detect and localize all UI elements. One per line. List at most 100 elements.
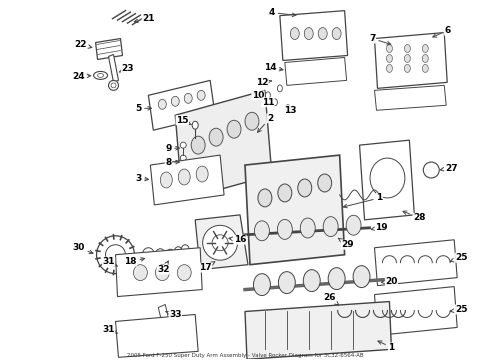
Text: 6: 6 bbox=[433, 26, 450, 37]
Text: 8: 8 bbox=[165, 158, 179, 167]
Polygon shape bbox=[374, 32, 447, 88]
Ellipse shape bbox=[272, 99, 277, 106]
Ellipse shape bbox=[158, 99, 166, 109]
Ellipse shape bbox=[180, 142, 186, 148]
Text: 11: 11 bbox=[262, 98, 274, 107]
Polygon shape bbox=[108, 54, 119, 82]
Ellipse shape bbox=[278, 184, 292, 202]
Polygon shape bbox=[96, 39, 122, 59]
Text: 10: 10 bbox=[252, 91, 264, 100]
Text: 3: 3 bbox=[135, 174, 148, 183]
Ellipse shape bbox=[160, 172, 172, 188]
Ellipse shape bbox=[298, 179, 312, 197]
Ellipse shape bbox=[155, 249, 165, 261]
Ellipse shape bbox=[285, 105, 290, 112]
Polygon shape bbox=[280, 11, 347, 60]
Ellipse shape bbox=[111, 83, 116, 88]
Ellipse shape bbox=[227, 120, 241, 138]
Ellipse shape bbox=[304, 28, 313, 40]
Ellipse shape bbox=[212, 235, 228, 251]
Ellipse shape bbox=[133, 265, 147, 280]
Text: 29: 29 bbox=[339, 238, 354, 249]
Polygon shape bbox=[116, 248, 202, 297]
Ellipse shape bbox=[323, 217, 338, 237]
Polygon shape bbox=[285, 58, 346, 85]
Text: 19: 19 bbox=[371, 223, 388, 232]
Text: 26: 26 bbox=[323, 293, 339, 305]
Ellipse shape bbox=[422, 45, 428, 53]
Ellipse shape bbox=[422, 54, 428, 62]
Text: 4: 4 bbox=[269, 8, 296, 17]
Ellipse shape bbox=[180, 155, 186, 161]
Ellipse shape bbox=[172, 96, 179, 106]
Polygon shape bbox=[150, 155, 224, 205]
Text: 21: 21 bbox=[134, 14, 155, 23]
Text: 15: 15 bbox=[176, 116, 192, 125]
Text: 9: 9 bbox=[165, 144, 179, 153]
Text: 5: 5 bbox=[135, 104, 151, 113]
Ellipse shape bbox=[404, 54, 410, 62]
Ellipse shape bbox=[108, 80, 119, 90]
Ellipse shape bbox=[166, 249, 175, 260]
Ellipse shape bbox=[178, 169, 190, 185]
Text: 1: 1 bbox=[378, 341, 394, 352]
Polygon shape bbox=[175, 90, 272, 200]
Polygon shape bbox=[374, 287, 457, 336]
Ellipse shape bbox=[191, 136, 205, 154]
Polygon shape bbox=[195, 215, 248, 270]
Polygon shape bbox=[360, 140, 415, 220]
Ellipse shape bbox=[404, 45, 410, 53]
Ellipse shape bbox=[192, 121, 198, 129]
Ellipse shape bbox=[266, 92, 270, 99]
Text: 32: 32 bbox=[157, 261, 170, 274]
Ellipse shape bbox=[143, 248, 154, 262]
Text: 33: 33 bbox=[166, 310, 181, 319]
Ellipse shape bbox=[177, 265, 191, 280]
Text: 2005 Ford F-250 Super Duty Arm Assembly - Valve Rocker Diagram for 3C3Z-6564-AB: 2005 Ford F-250 Super Duty Arm Assembly … bbox=[127, 353, 363, 358]
Ellipse shape bbox=[423, 162, 439, 178]
Ellipse shape bbox=[422, 64, 428, 72]
Polygon shape bbox=[148, 80, 215, 130]
Ellipse shape bbox=[277, 220, 293, 239]
Ellipse shape bbox=[253, 274, 270, 296]
Text: 2: 2 bbox=[258, 114, 273, 132]
Text: 18: 18 bbox=[124, 257, 145, 266]
Polygon shape bbox=[245, 155, 344, 265]
Ellipse shape bbox=[387, 64, 392, 72]
Polygon shape bbox=[374, 85, 446, 110]
Ellipse shape bbox=[278, 272, 295, 293]
Text: 12: 12 bbox=[256, 78, 271, 87]
Ellipse shape bbox=[303, 270, 320, 292]
Ellipse shape bbox=[197, 90, 205, 100]
Text: 31: 31 bbox=[102, 325, 118, 334]
Ellipse shape bbox=[258, 189, 272, 207]
Text: 24: 24 bbox=[73, 72, 91, 81]
Text: 13: 13 bbox=[284, 106, 296, 115]
Ellipse shape bbox=[94, 71, 107, 80]
Text: 31: 31 bbox=[102, 257, 118, 266]
Ellipse shape bbox=[254, 221, 270, 241]
Ellipse shape bbox=[155, 265, 169, 280]
Ellipse shape bbox=[332, 28, 341, 40]
Polygon shape bbox=[116, 315, 198, 357]
Ellipse shape bbox=[209, 128, 223, 146]
Ellipse shape bbox=[277, 85, 282, 92]
Text: 14: 14 bbox=[264, 63, 283, 72]
Ellipse shape bbox=[370, 158, 405, 198]
Polygon shape bbox=[245, 302, 392, 359]
Ellipse shape bbox=[353, 266, 370, 288]
Ellipse shape bbox=[184, 93, 192, 103]
Text: 20: 20 bbox=[381, 277, 397, 286]
Text: 16: 16 bbox=[229, 235, 246, 244]
Ellipse shape bbox=[318, 174, 332, 192]
Ellipse shape bbox=[98, 73, 103, 77]
Text: 17: 17 bbox=[199, 262, 215, 272]
Text: 30: 30 bbox=[73, 243, 93, 254]
Ellipse shape bbox=[404, 64, 410, 72]
Ellipse shape bbox=[300, 218, 315, 238]
Text: 25: 25 bbox=[450, 305, 467, 314]
Ellipse shape bbox=[245, 112, 259, 130]
Ellipse shape bbox=[97, 236, 134, 274]
Text: 7: 7 bbox=[369, 34, 391, 45]
Polygon shape bbox=[374, 240, 457, 285]
